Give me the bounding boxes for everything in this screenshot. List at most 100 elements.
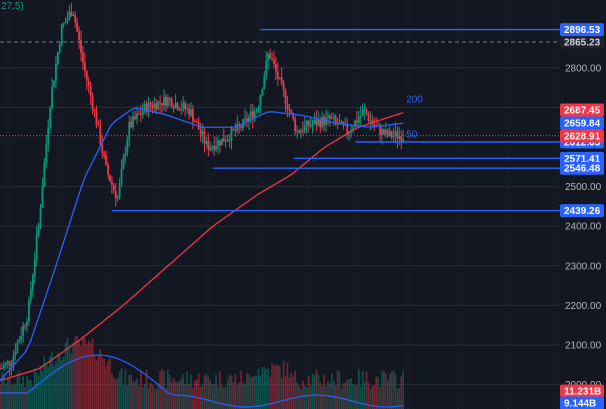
candle-body [60, 24, 63, 45]
volume-bar [226, 379, 229, 409]
candle-body [107, 164, 109, 175]
candle-body [91, 96, 94, 110]
candle-body [261, 88, 264, 96]
volume-bar [157, 382, 159, 409]
candle-body [207, 141, 210, 151]
volume-bar [342, 383, 345, 409]
volume-bar [278, 366, 281, 409]
volume-bar [68, 348, 71, 409]
level-lines [0, 28, 560, 212]
ma50-price-tag: 2659.84 [564, 119, 601, 130]
candle-body [222, 138, 225, 142]
candle-body [284, 90, 287, 105]
volume-bar [244, 384, 246, 409]
candle-body [184, 102, 187, 110]
volume-bar [396, 388, 399, 409]
volume-bar [184, 383, 187, 409]
volume-ma-line [0, 354, 404, 408]
volume-bar [288, 377, 291, 409]
candle-body [14, 352, 17, 356]
volume-bar [267, 368, 269, 409]
volume-bar [222, 388, 225, 409]
candle-body [172, 107, 175, 109]
volume-bar [76, 336, 78, 409]
candle-body [230, 128, 233, 141]
volume-bar [103, 359, 105, 409]
candle-body [330, 117, 333, 119]
volume-bar [132, 382, 134, 409]
candle-body [205, 141, 208, 144]
volume-bar [321, 385, 323, 409]
candle-body [0, 368, 1, 370]
candle-body [49, 107, 52, 127]
volume-ma-tag: 9.144B [564, 399, 596, 409]
candle-body [276, 71, 279, 79]
volume-bar [194, 379, 196, 409]
volume-bar [12, 383, 15, 409]
reference-price-tag-bg [560, 35, 604, 49]
volume-bar [97, 354, 100, 409]
volume-bar [30, 380, 32, 409]
volume-bar [1, 371, 3, 409]
grid-lines [0, 0, 560, 409]
reference-price-tag: 2865.23 [564, 37, 601, 48]
ma-200-line [0, 111, 404, 382]
candle-body [296, 130, 298, 132]
candle-body [166, 98, 169, 106]
candle-body [176, 103, 179, 110]
volume-bar [93, 356, 96, 409]
volume-bar [186, 371, 188, 409]
candle-body [186, 108, 189, 110]
candle-body [4, 362, 7, 365]
candle-body [352, 127, 354, 130]
candle-body [236, 124, 239, 132]
candle-body [342, 121, 345, 126]
volume-bar [350, 378, 352, 409]
volume-bar [248, 373, 250, 409]
candle-body [384, 130, 387, 135]
ma-50-line [0, 107, 404, 382]
volume-bar [14, 384, 17, 409]
ma-200-label: 200 [406, 94, 423, 105]
candle-body [388, 130, 391, 136]
volume-bar [348, 379, 350, 409]
volume-bar [111, 373, 113, 409]
volume-bar [246, 372, 248, 409]
volume-bar [286, 362, 289, 409]
candle-body [64, 21, 67, 24]
volume-bar [205, 373, 208, 409]
volume-bar [130, 374, 132, 409]
volume-bar [89, 342, 92, 409]
volume-bar [290, 372, 293, 409]
volume-bar [197, 373, 200, 409]
candle-body [292, 112, 295, 120]
level-price-tag: 2571.41 [564, 154, 601, 165]
volume-bar [375, 376, 377, 409]
candle-body [114, 190, 117, 199]
volume-bar [238, 382, 241, 409]
level-price-tag: 2896.53 [564, 25, 601, 36]
candle-body [188, 108, 190, 116]
volume-bar [62, 356, 65, 409]
volume-bar [392, 370, 395, 409]
candle-body [317, 120, 320, 126]
volume-bars [0, 336, 404, 409]
volume-bar [126, 385, 129, 409]
volume-bar [170, 382, 173, 409]
volume-bar [280, 377, 283, 409]
candle-body [139, 114, 142, 116]
volume-bar [242, 382, 244, 409]
candle-body [18, 339, 21, 343]
volume-bar [28, 379, 30, 409]
volume-bar [159, 371, 161, 409]
volume-bar [217, 387, 219, 409]
volume-tag-bg [560, 384, 604, 398]
candle-body [328, 115, 331, 119]
candle-body [190, 109, 192, 116]
volume-bar [365, 371, 368, 409]
candle-body [315, 119, 318, 126]
volume-bar [147, 387, 150, 409]
volume-bar [332, 380, 335, 409]
